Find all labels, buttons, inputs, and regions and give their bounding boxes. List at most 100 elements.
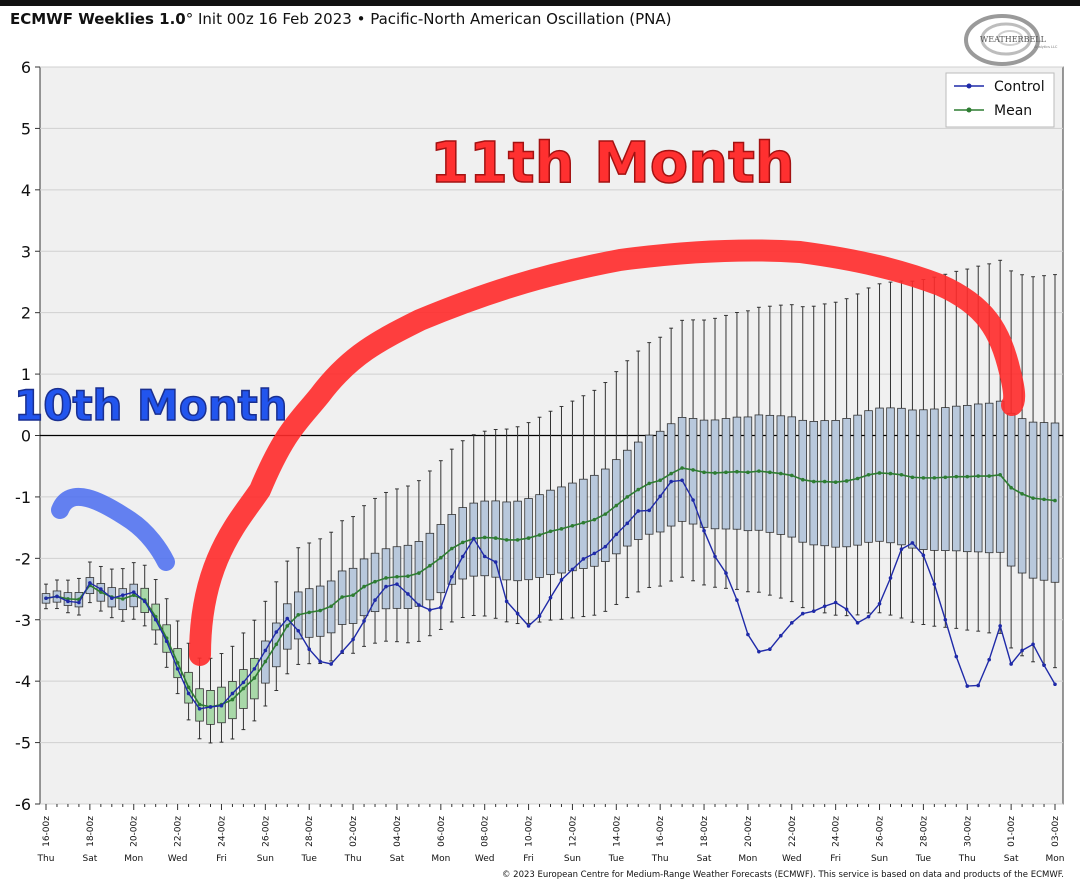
legend: Control Mean — [945, 72, 1055, 128]
mean-point — [318, 608, 322, 613]
control-point — [976, 683, 981, 688]
day-label: Sat — [390, 854, 405, 864]
legend-control-marker — [966, 83, 972, 89]
mean-point — [658, 478, 662, 483]
mean-point — [691, 468, 695, 472]
day-label: Mon — [124, 854, 143, 864]
day-label: Wed — [782, 854, 802, 864]
mean-point — [877, 471, 882, 475]
control-point — [175, 667, 180, 671]
mean-point — [99, 590, 103, 594]
control-point — [274, 630, 279, 634]
control-point — [779, 633, 783, 638]
box-iqr — [1028, 421, 1038, 579]
control-point — [691, 498, 695, 502]
mean-point — [131, 593, 136, 597]
control-point — [362, 619, 366, 623]
x-tick-label: 06-00z — [437, 816, 447, 847]
y-tick-label: -2 — [15, 549, 31, 568]
y-tick-label: -5 — [15, 734, 31, 753]
control-point — [241, 680, 246, 685]
x-tick-label: 16-00z — [42, 816, 52, 847]
mean-point — [1053, 498, 1057, 503]
mean-point — [526, 536, 531, 540]
x-tick-label: 18-00z — [86, 816, 96, 847]
control-point — [197, 707, 202, 711]
mean-point — [910, 475, 915, 480]
x-tick-label: 18-00z — [700, 816, 710, 847]
mean-point — [592, 517, 597, 522]
y-tick-label: -4 — [15, 672, 31, 691]
mean-point — [515, 538, 520, 542]
control-point — [384, 584, 388, 589]
mean-point — [987, 474, 991, 478]
box-iqr — [1039, 422, 1049, 581]
control-point — [307, 647, 312, 652]
control-point — [77, 600, 81, 605]
control-series — [44, 478, 1057, 711]
y-tick-label: -1 — [15, 488, 31, 507]
control-point — [910, 541, 915, 545]
control-point — [318, 659, 322, 664]
mean-point — [449, 546, 454, 551]
control-point — [439, 605, 443, 610]
mean-point — [395, 574, 399, 579]
x-tick-label: 12-00z — [568, 816, 578, 847]
legend-mean-label: Mean — [994, 103, 1032, 119]
day-label: Sat — [1004, 854, 1019, 864]
control-point — [954, 654, 959, 659]
control-point — [713, 554, 717, 559]
box-iqr — [1050, 422, 1060, 583]
control-point — [142, 599, 147, 604]
mean-point — [866, 473, 871, 477]
control-point — [449, 574, 454, 579]
control-point — [570, 567, 575, 572]
control-point — [855, 621, 860, 625]
control-point — [406, 592, 410, 596]
control-point — [822, 604, 827, 609]
y-tick-label: 3 — [21, 242, 31, 261]
mean-point — [647, 481, 652, 486]
mean-point — [636, 487, 641, 492]
degree-mark: ° — [185, 10, 194, 28]
control-point — [526, 624, 531, 628]
control-point — [55, 594, 59, 599]
control-point — [1042, 663, 1046, 667]
mean-point — [1020, 492, 1024, 496]
mean-point — [833, 480, 838, 484]
mean-point — [296, 613, 301, 617]
control-point — [186, 691, 191, 696]
control-point — [987, 657, 991, 662]
control-point — [614, 532, 619, 537]
mean-point — [493, 536, 498, 540]
control-point — [417, 603, 421, 607]
day-label: Thu — [958, 854, 976, 864]
title-separator: • — [351, 10, 371, 28]
day-label: Wed — [475, 854, 495, 864]
day-label: Sat — [82, 854, 97, 864]
control-point — [504, 599, 509, 604]
logo-swirl-icon: WEATHERBELL Analytics LLC — [964, 14, 1058, 66]
control-point — [603, 544, 608, 549]
day-label: Thu — [651, 854, 669, 864]
legend-box — [945, 72, 1055, 128]
y-tick-label: 2 — [21, 304, 31, 323]
control-point — [647, 508, 652, 513]
control-point — [482, 554, 487, 559]
x-tick-label: 10-00z — [525, 816, 535, 847]
y-tick-label: 1 — [21, 365, 31, 384]
annotation-red-stroke — [189, 239, 1026, 666]
x-tick-label: 22-00z — [174, 816, 184, 847]
x-tick-label: 26-00z — [261, 816, 271, 847]
mean-point — [888, 471, 893, 476]
control-point — [735, 598, 739, 602]
logo-subtext: Analytics LLC — [1034, 45, 1058, 49]
annotation-10th-month: 10th Month — [14, 381, 288, 430]
control-point — [131, 590, 136, 594]
control-point — [428, 608, 432, 612]
control-point — [998, 624, 1002, 628]
control-point — [296, 629, 301, 633]
y-axis: -6 -5 -4 -3 -2 -1 0 1 2 3 4 5 6 — [15, 58, 40, 814]
mean-point — [943, 475, 948, 480]
top-bar — [0, 0, 1080, 6]
